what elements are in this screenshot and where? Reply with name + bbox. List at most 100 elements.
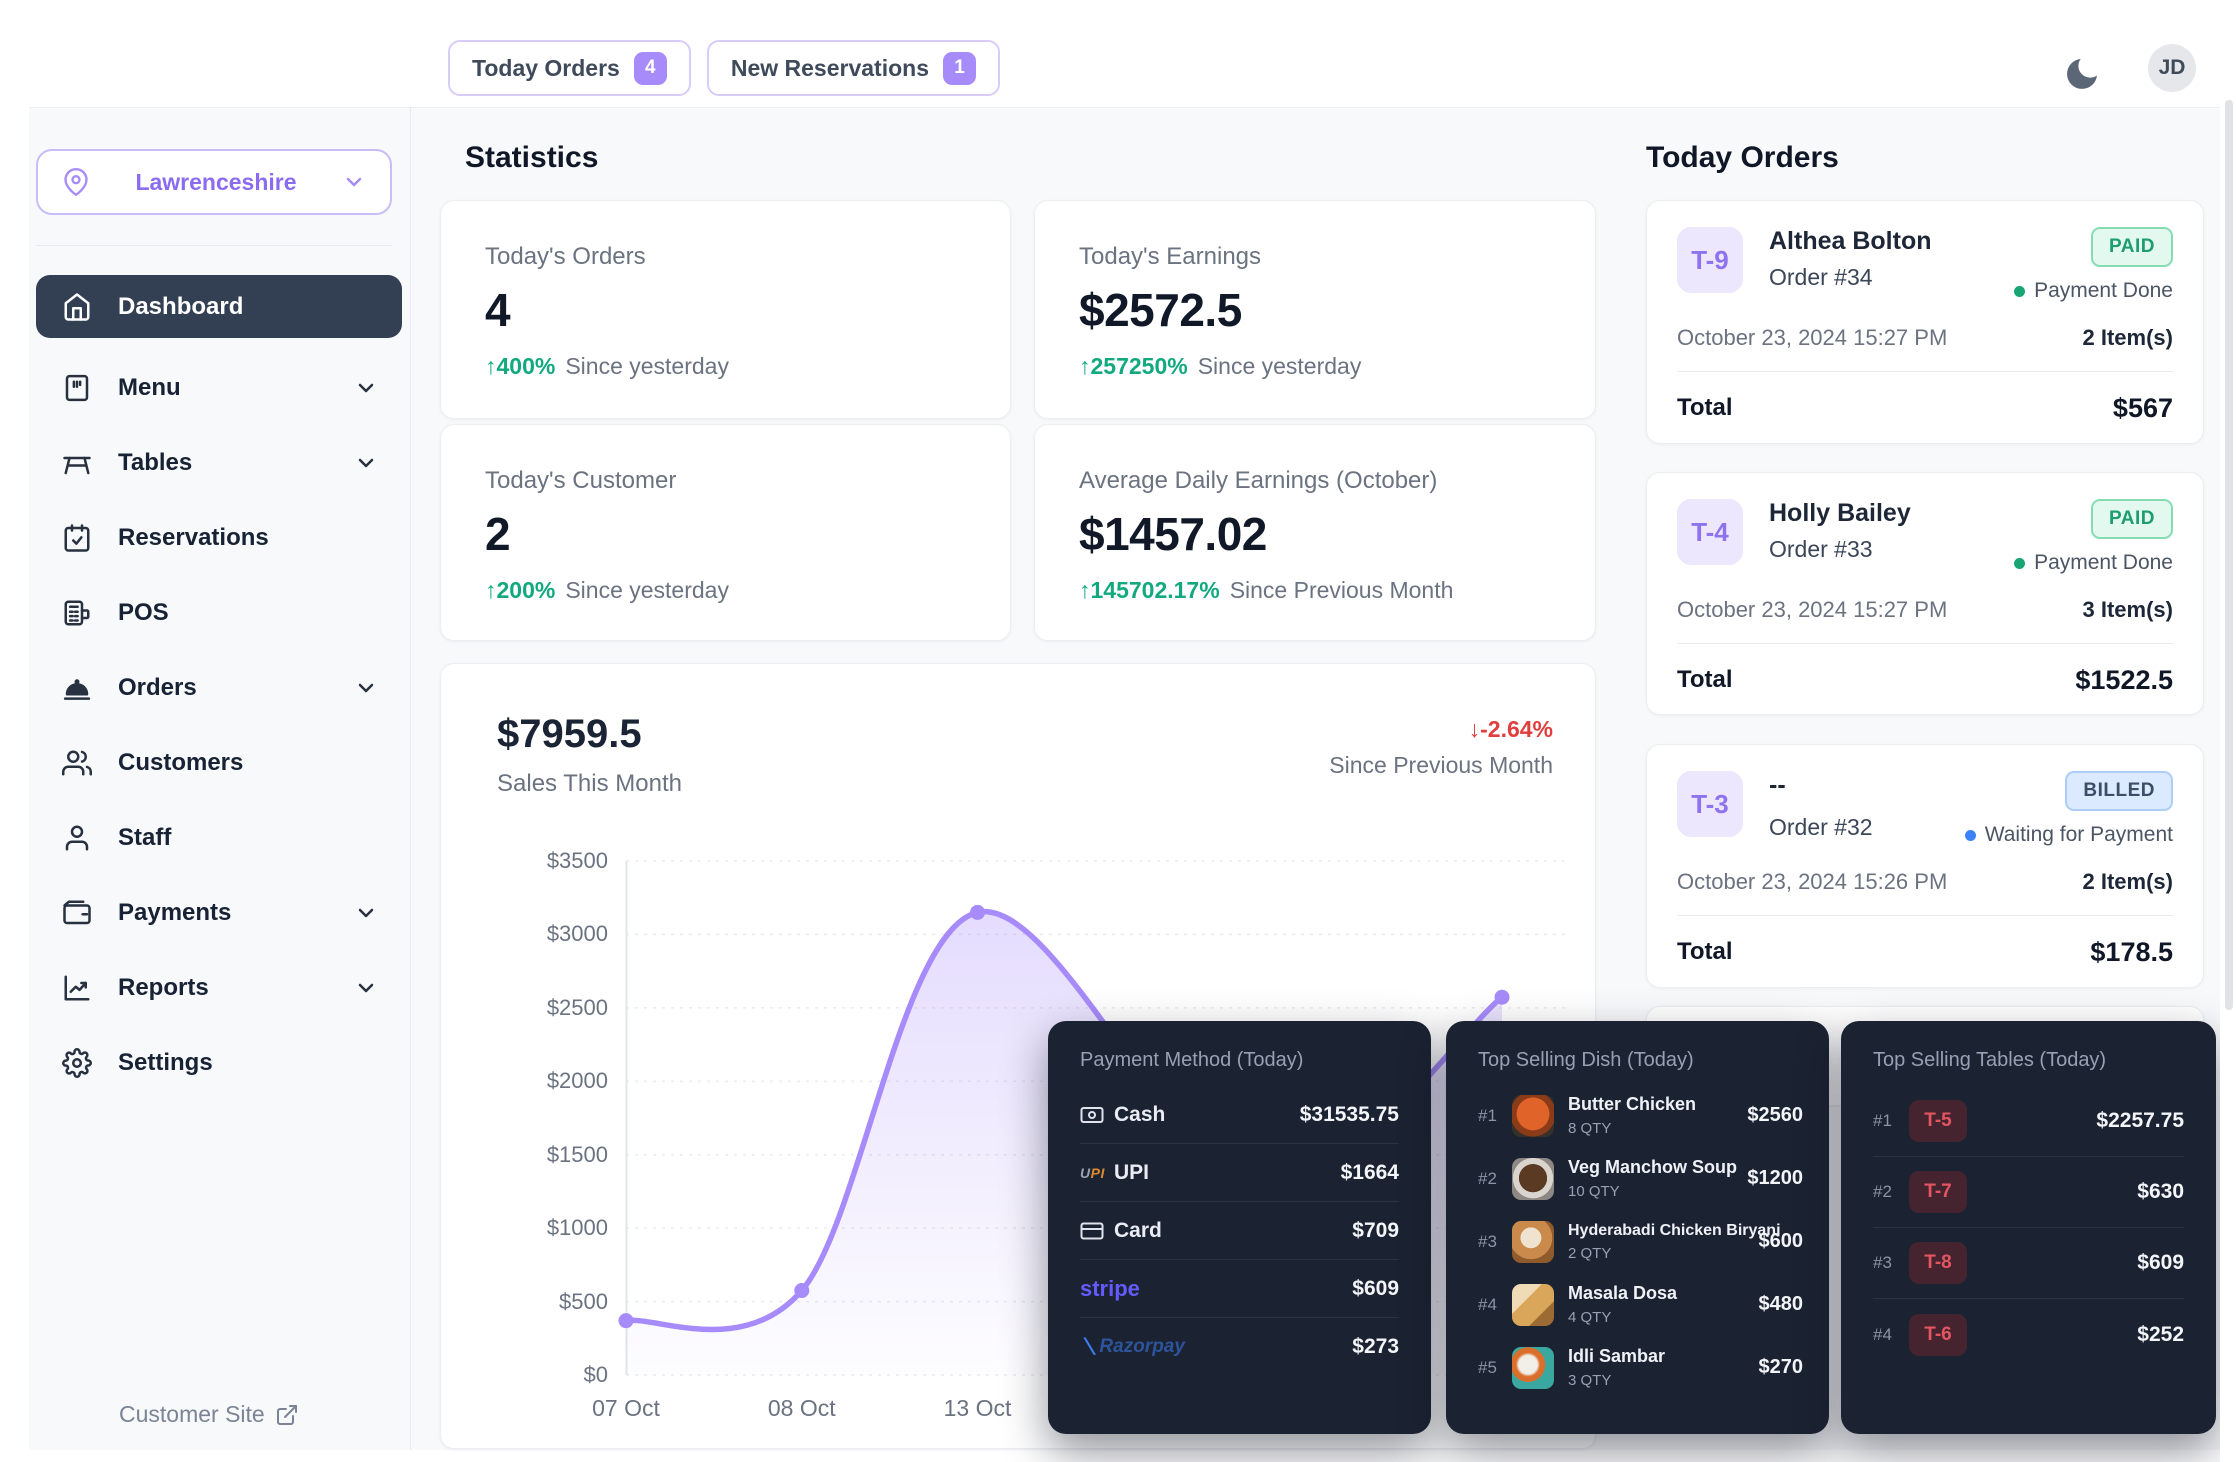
divider [1677, 915, 2173, 916]
credit-card-icon [1080, 1219, 1114, 1243]
status-dot [1964, 829, 1976, 841]
stat-delta-note: Since yesterday [565, 353, 729, 379]
order-items-count: 3 Item(s) [2082, 597, 2173, 622]
table-rank: #1 [1873, 1111, 1892, 1130]
order-number: Order #32 [1769, 814, 1873, 840]
sidebar-divider [36, 245, 392, 246]
sidebar-item-dashboard[interactable]: Dashboard [36, 275, 402, 338]
y-axis-tick-label: $3500 [546, 848, 608, 873]
dish-rank: #2 [1478, 1168, 1497, 1188]
payment-method-value: $1664 [1340, 1160, 1399, 1184]
topbar: Today Orders 4 New Reservations 1 JD [0, 0, 2236, 107]
dish-name: Butter Chicken [1568, 1094, 1697, 1114]
dish-photo [1512, 1283, 1554, 1326]
location-selector[interactable]: Lawrenceshire [36, 149, 392, 215]
order-card-32[interactable]: T-3 -- Order #32 BILLED Waiting for Paym… [1646, 744, 2204, 988]
sidebar-item-label: Payments [118, 898, 232, 926]
dark-mode-toggle[interactable] [2062, 52, 2106, 96]
dish-rank: #1 [1478, 1105, 1497, 1125]
divider [1677, 643, 2173, 644]
chevron-down-icon [354, 976, 378, 1000]
order-customer-name: Holly Bailey [1769, 499, 1911, 527]
dish-row: #5 Idli Sambar 3 QTY $270 [1478, 1336, 1803, 1399]
sidebar-item-orders[interactable]: Orders [36, 650, 402, 725]
sidebar-item-label: Reports [118, 973, 209, 1001]
dish-qty: 10 QTY [1568, 1183, 1620, 1200]
sidebar-item-label: POS [118, 598, 169, 626]
table-value: $252 [2137, 1322, 2184, 1346]
sidebar-item-tables[interactable]: Tables [36, 425, 402, 500]
sidebar-item-customers[interactable]: Customers [36, 725, 402, 800]
stat-card-todays-earnings: Today's Earnings $2572.5 ↑257250% Since y… [1034, 200, 1596, 419]
stat-delta: ↑400% [485, 353, 556, 379]
order-status-text: Payment Done [2034, 279, 2173, 302]
dish-value: $1200 [1747, 1167, 1803, 1189]
order-items-count: 2 Item(s) [2082, 869, 2173, 894]
chart-data-point [1494, 989, 1510, 1005]
stat-title: Average Daily Earnings (October) [1079, 467, 1438, 494]
new-reservations-button-label: New Reservations [730, 54, 929, 81]
dish-value: $2560 [1747, 1104, 1803, 1126]
new-reservations-button[interactable]: New Reservations 1 [706, 40, 1000, 96]
sidebar-item-payments[interactable]: Payments [36, 875, 402, 950]
payment-method-value: $31535.75 [1299, 1102, 1399, 1126]
sidebar-item-reports[interactable]: Reports [36, 950, 402, 1025]
status-dot [2014, 557, 2026, 569]
order-total-value: $178.5 [2090, 936, 2173, 967]
sales-total: $7959.5 [497, 712, 642, 756]
calendar-check-icon [62, 523, 92, 553]
order-status-badge: PAID [2091, 499, 2173, 539]
today-orders-count-badge: 4 [633, 51, 667, 85]
payment-method-value: $273 [1352, 1335, 1399, 1358]
chevron-down-icon [342, 170, 366, 194]
upi-logo-icon: UPI [1080, 1164, 1105, 1181]
order-table-badge: T-3 [1677, 771, 1743, 837]
statistics-title: Statistics [465, 141, 599, 174]
order-card-33[interactable]: T-4 Holly Bailey Order #33 PAID Payment … [1646, 472, 2204, 715]
today-orders-button[interactable]: Today Orders 4 [448, 40, 691, 96]
today-orders-title: Today Orders [1646, 141, 1839, 174]
customer-site-link[interactable]: Customer Site [119, 1401, 299, 1428]
table-badge: T-8 [1909, 1242, 1967, 1284]
stat-title: Today's Customer [485, 467, 677, 494]
sidebar-item-pos[interactable]: POS [36, 575, 402, 650]
order-card-34[interactable]: T-9 Althea Bolton Order #34 PAID Payment… [1646, 200, 2204, 444]
order-table-badge: T-9 [1677, 227, 1743, 293]
stat-card-todays-orders: Today's Orders 4 ↑400% Since yesterday [440, 200, 1011, 419]
order-customer-name: Althea Bolton [1769, 227, 1932, 255]
sidebar-item-reservations[interactable]: Reservations [36, 500, 402, 575]
sidebar-item-label: Dashboard [118, 292, 244, 320]
sidebar-nav: Dashboard Menu Tables Reservations [36, 275, 402, 1100]
dish-qty: 4 QTY [1568, 1309, 1612, 1326]
dish-rank: #3 [1478, 1231, 1497, 1251]
sidebar-item-label: Settings [118, 1048, 213, 1076]
payment-row-cash: Cash $31535.75 [1080, 1086, 1399, 1144]
sidebar-item-settings[interactable]: Settings [36, 1025, 402, 1100]
order-total-value: $567 [2112, 392, 2173, 423]
payment-method-label: Cash [1114, 1102, 1166, 1126]
order-status-text: Payment Done [2034, 551, 2173, 574]
order-table-badge: T-4 [1677, 499, 1743, 565]
top-selling-dish-panel: Top Selling Dish (Today) #1 Butter Chick… [1446, 1021, 1829, 1434]
table-value: $609 [2137, 1251, 2184, 1274]
dish-name: Hyderabadi Chicken Biryani [1568, 1221, 1781, 1239]
stat-delta: ↑200% [485, 577, 556, 603]
chart-data-point [618, 1313, 634, 1329]
order-datetime: October 23, 2024 15:27 PM [1677, 325, 1948, 350]
scrollbar-thumb[interactable] [2225, 100, 2233, 1010]
tables-panel-title: Top Selling Tables (Today) [1873, 1049, 2107, 1071]
topbar-buttons: Today Orders 4 New Reservations 1 [448, 40, 1000, 96]
sidebar-item-menu[interactable]: Menu [36, 350, 402, 425]
dish-row: #4 Masala Dosa 4 QTY $480 [1478, 1273, 1803, 1336]
table-row: #1 T-5 $2257.75 [1873, 1086, 2184, 1157]
sidebar-item-label: Orders [118, 673, 197, 701]
sidebar-item-staff[interactable]: Staff [36, 800, 402, 875]
stat-delta-note: Since yesterday [1197, 353, 1362, 379]
page-scrollbar[interactable] [2220, 0, 2236, 1462]
chevron-down-icon [354, 676, 378, 700]
order-status-badge: BILLED [2065, 771, 2173, 811]
sales-delta-note: Since Previous Month [1329, 752, 1553, 778]
gear-icon [62, 1047, 92, 1078]
payment-method-panel: Payment Method (Today) Cash $31535.75 UP… [1048, 1021, 1431, 1434]
user-avatar[interactable]: JD [2148, 44, 2196, 92]
